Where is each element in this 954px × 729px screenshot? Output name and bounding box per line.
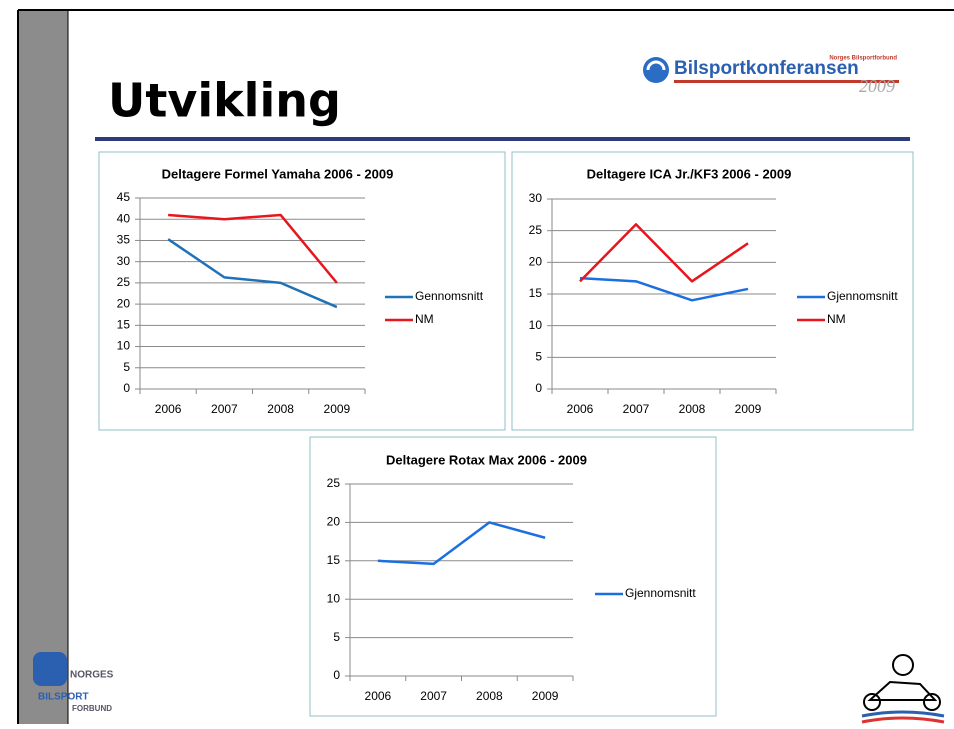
kart-stripe	[861, 716, 945, 724]
x-tick-label: 2009	[324, 402, 351, 416]
logo-bottom: NORGES BILSPORT FORBUND	[33, 652, 114, 713]
x-tick-label: 2007	[420, 689, 447, 703]
chart-title: Deltagere ICA Jr./KF3 2006 - 2009	[587, 166, 792, 181]
x-tick-label: 2006	[155, 402, 182, 416]
y-tick-label: 10	[529, 318, 543, 332]
y-tick-label: 20	[117, 296, 131, 310]
kart-body	[867, 680, 938, 701]
y-tick-label: 10	[327, 591, 341, 605]
y-tick-label: 15	[327, 553, 341, 567]
logo-top: Norges Bilsportforbund Bilsportkonferans…	[643, 56, 899, 96]
logo-year: 2009	[859, 76, 895, 96]
y-tick-label: 40	[117, 211, 131, 225]
y-tick-label: 25	[529, 223, 543, 237]
y-tick-label: 0	[535, 381, 542, 395]
x-tick-label: 2009	[735, 402, 762, 416]
series-line	[377, 521, 546, 566]
y-tick-label: 20	[529, 255, 543, 269]
x-tick-label: 2006	[567, 402, 594, 416]
chart-title: Deltagere Formel Yamaha 2006 - 2009	[162, 166, 394, 181]
logo-line3: FORBUND	[72, 704, 112, 713]
y-tick-label: 30	[529, 191, 543, 205]
y-tick-label: 0	[123, 381, 130, 395]
y-tick-label: 45	[117, 190, 131, 204]
y-tick-label: 30	[117, 254, 131, 268]
y-tick-label: 15	[529, 286, 543, 300]
kart-wheel	[863, 693, 881, 711]
x-tick-label: 2008	[267, 402, 294, 416]
y-tick-label: 5	[123, 360, 130, 374]
logo-stripe	[674, 80, 899, 83]
series-line	[168, 213, 338, 284]
y-tick-label: 0	[333, 668, 340, 682]
x-tick-label: 2007	[211, 402, 238, 416]
slide-title: Utvikling	[108, 74, 341, 128]
y-tick-label: 10	[117, 339, 131, 353]
y-tick-label: 15	[117, 318, 131, 332]
logo-name: Bilsportkonferansen	[674, 58, 859, 79]
kart-helmet	[892, 654, 914, 676]
chart-frame	[309, 436, 717, 717]
logo-emblem	[33, 652, 67, 686]
kart-stripe	[861, 710, 945, 718]
logo-emblem-mark	[646, 60, 666, 71]
legend-label: Gennomsnitt	[415, 289, 484, 303]
x-tick-label: 2008	[679, 402, 706, 416]
logo-line2: BILSPORT	[38, 692, 89, 703]
series-line	[167, 238, 338, 309]
legend-label: Gjennomsnitt	[625, 586, 696, 600]
y-tick-label: 5	[535, 350, 542, 364]
logo-line1: NORGES	[70, 670, 114, 681]
y-tick-label: 5	[333, 630, 340, 644]
kart-icon	[861, 654, 945, 724]
chart-frame	[511, 151, 914, 431]
side-bar	[18, 10, 68, 724]
y-tick-label: 25	[327, 476, 341, 490]
x-tick-label: 2008	[476, 689, 503, 703]
x-tick-label: 2007	[623, 402, 650, 416]
y-tick-label: 20	[327, 515, 341, 529]
series-line	[579, 223, 749, 283]
y-tick-label: 35	[117, 233, 131, 247]
kart-wheel	[923, 693, 941, 711]
series-line	[579, 276, 749, 302]
legend-label: NM	[827, 312, 846, 326]
legend-label: NM	[415, 312, 434, 326]
y-tick-label: 25	[117, 275, 131, 289]
chart-title: Deltagere Rotax Max 2006 - 2009	[386, 452, 587, 467]
legend-label: Gjennomsnitt	[827, 289, 898, 303]
x-tick-label: 2006	[365, 689, 392, 703]
x-tick-label: 2009	[532, 689, 559, 703]
logo-org: Norges Bilsportforbund	[829, 56, 897, 62]
